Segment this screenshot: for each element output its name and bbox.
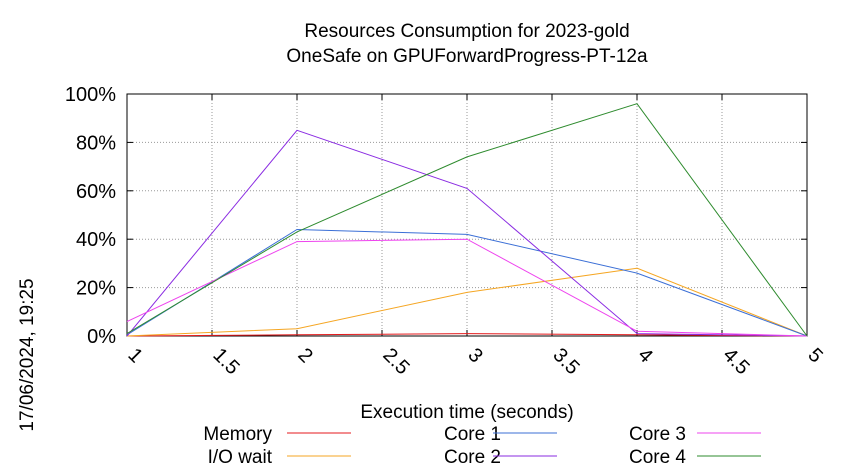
x-tick-labels: 1 1.5 2 2.5 3 3.5 4 4.5 5 (123, 344, 826, 379)
axes (126, 93, 808, 337)
legend-label-core-3: Core 3 (629, 424, 686, 445)
x-tick-label: 2.5 (378, 344, 413, 379)
x-tick-label: 2 (293, 344, 316, 367)
legend-label-memory: Memory (203, 424, 272, 445)
y-tick-label: 0% (87, 326, 116, 348)
x-tick-label: 3.5 (548, 344, 583, 379)
y-tick-label: 60% (76, 181, 116, 203)
x-tick-label: 1.5 (208, 344, 243, 379)
y-tick-label: 20% (76, 278, 116, 300)
legend-label-core-1: Core 1 (444, 424, 501, 445)
series-line-core-2 (126, 129, 808, 337)
series-line-core-1 (126, 228, 808, 337)
y-tick-label: 40% (76, 229, 116, 251)
x-tick-label: 5 (803, 344, 826, 367)
y-tick-label: 80% (76, 132, 116, 154)
series-lines (126, 103, 808, 337)
x-tick-label: 4.5 (718, 344, 753, 379)
legend-label-i-o-wait: I/O wait (208, 447, 273, 468)
x-tick-label: 1 (123, 344, 146, 367)
legend-label-core-2: Core 2 (444, 447, 501, 468)
x-tick-label: 4 (633, 344, 656, 367)
plot-frame (126, 93, 808, 337)
series-line-i-o-wait (126, 267, 808, 337)
chart-subtitle: OneSafe on GPUForwardProgress-PT-12a (286, 46, 648, 67)
y-tick-labels: 0% 20% 40% 60% 80% 100% (65, 84, 116, 348)
x-axis-label: Execution time (seconds) (360, 402, 573, 423)
timestamp-label: 17/06/2024, 19:25 (17, 278, 38, 431)
y-tick-label: 100% (65, 84, 116, 106)
series-line-core-4 (126, 103, 808, 337)
x-tick-label: 3 (463, 344, 486, 367)
series-line-memory (126, 333, 808, 337)
legend-label-core-4: Core 4 (629, 447, 686, 468)
grid (127, 94, 807, 336)
series-line-core-3 (126, 238, 808, 337)
chart-title: Resources Consumption for 2023-gold (304, 21, 629, 42)
